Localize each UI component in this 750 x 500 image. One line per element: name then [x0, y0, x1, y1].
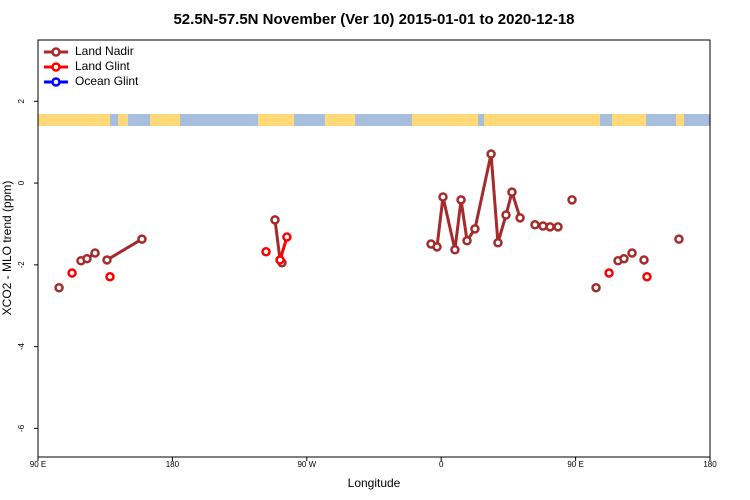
y-tick-label: -2	[17, 261, 26, 269]
data-point	[501, 210, 511, 220]
data-point	[604, 268, 614, 278]
data-point	[450, 244, 460, 255]
data-point	[105, 271, 115, 282]
data-point	[627, 248, 637, 258]
data-point	[507, 187, 517, 197]
x-axis-label: Longitude	[348, 476, 401, 490]
data-point	[275, 255, 285, 265]
data-point	[462, 235, 472, 246]
series-line	[430, 153, 522, 251]
legend-label: Ocean Glint	[75, 74, 139, 88]
data-point	[639, 255, 649, 265]
data-point	[674, 234, 684, 244]
x-tick-label: 90 E	[567, 460, 583, 469]
land-ocean-strip	[38, 114, 710, 126]
data-point	[515, 213, 525, 223]
legend-label: Land Nadir	[75, 44, 134, 58]
y-tick-label: -6	[17, 424, 26, 432]
data-point	[470, 224, 480, 234]
chart-title: 52.5N-57.5N November (Ver 10) 2015-01-01…	[173, 11, 574, 28]
data-point	[456, 195, 466, 205]
plot-frame	[37, 39, 711, 458]
data-point	[619, 253, 629, 264]
data-point	[67, 268, 77, 278]
data-point	[102, 255, 112, 265]
data-point	[545, 222, 555, 232]
x-tick-label: 90 W	[297, 460, 316, 469]
data-point	[137, 234, 147, 244]
x-tick-label: 90 E	[30, 460, 46, 469]
legend-marker	[51, 62, 61, 72]
data-point	[553, 222, 563, 232]
data-point	[54, 282, 64, 293]
data-point	[486, 149, 496, 159]
legend-marker	[51, 77, 61, 87]
series-line	[106, 237, 143, 262]
x-tick-label: 0	[439, 460, 444, 469]
data-point	[282, 232, 292, 242]
y-tick-label: 2	[17, 99, 26, 104]
data-point	[261, 247, 271, 257]
data-point	[90, 248, 100, 258]
data-point	[493, 238, 503, 248]
y-axis-label: XCO2 - MLO trend (ppm)	[0, 181, 14, 316]
data-point	[567, 195, 577, 205]
data-point	[530, 220, 540, 230]
legend-label: Land Glint	[75, 59, 130, 73]
data-point	[591, 282, 601, 293]
y-tick-label: 0	[17, 180, 26, 185]
data-point	[438, 192, 448, 202]
x-tick-label: 180	[703, 460, 717, 469]
data-point	[82, 253, 92, 264]
data-point	[270, 215, 280, 225]
y-tick-label: -4	[17, 343, 26, 351]
data-point	[432, 242, 442, 252]
x-tick-label: 180	[166, 460, 180, 469]
legend-marker	[51, 47, 61, 57]
data-point	[642, 271, 652, 282]
